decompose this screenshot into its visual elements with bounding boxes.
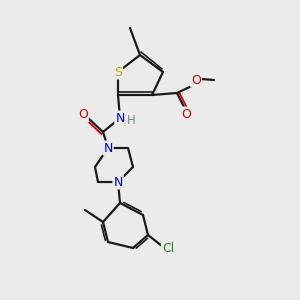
- Text: N: N: [103, 142, 113, 154]
- Text: Cl: Cl: [162, 242, 174, 256]
- Text: N: N: [113, 176, 123, 188]
- Text: O: O: [191, 74, 201, 86]
- Text: S: S: [114, 65, 122, 79]
- Text: O: O: [78, 109, 88, 122]
- Text: H: H: [127, 115, 135, 128]
- Text: O: O: [181, 107, 191, 121]
- Text: N: N: [115, 112, 125, 124]
